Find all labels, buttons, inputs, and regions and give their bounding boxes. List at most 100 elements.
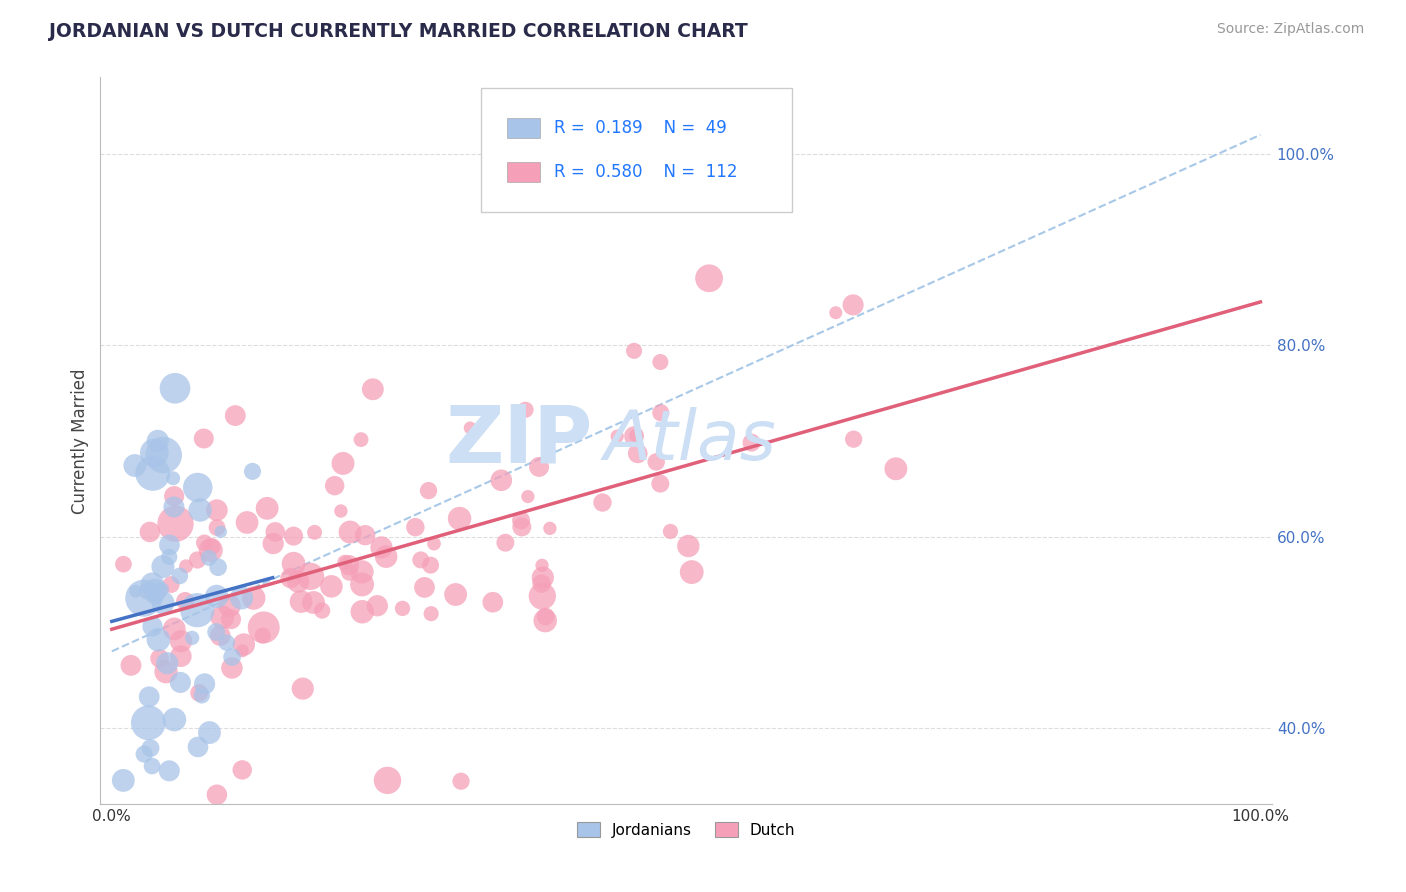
Point — [155, 665, 177, 679]
Point — [163, 713, 186, 727]
Point — [191, 688, 214, 702]
Point — [136, 584, 159, 599]
Point — [156, 657, 179, 671]
Point — [201, 540, 224, 554]
Point — [138, 715, 160, 730]
Point — [842, 298, 865, 312]
Point — [152, 596, 174, 610]
Point — [302, 595, 325, 609]
Point — [174, 559, 197, 574]
Point — [198, 725, 221, 739]
Point — [333, 555, 356, 569]
Point — [169, 675, 191, 690]
FancyBboxPatch shape — [508, 161, 540, 182]
Point — [375, 549, 398, 564]
Point — [531, 558, 554, 573]
Point — [354, 528, 377, 542]
Point — [494, 535, 516, 549]
Point — [264, 524, 287, 539]
Point — [170, 634, 193, 648]
Text: Source: ZipAtlas.com: Source: ZipAtlas.com — [1216, 22, 1364, 37]
Point — [444, 587, 467, 601]
Point — [112, 557, 135, 571]
Point — [148, 632, 170, 647]
Point — [215, 635, 238, 649]
Text: R =  0.580    N =  112: R = 0.580 N = 112 — [554, 163, 737, 181]
Point — [174, 594, 197, 608]
Point — [352, 605, 374, 619]
Point — [339, 524, 361, 539]
Point — [142, 467, 165, 481]
Point — [824, 306, 846, 320]
Point — [291, 681, 314, 696]
Point — [141, 577, 163, 591]
Point — [287, 574, 309, 589]
Point — [193, 536, 215, 550]
Point — [149, 651, 172, 665]
Point — [530, 576, 553, 591]
Point — [361, 382, 384, 396]
Point — [323, 478, 346, 492]
Point — [377, 773, 399, 788]
Point — [211, 610, 233, 624]
Point — [231, 591, 253, 605]
Point — [209, 629, 232, 643]
Point — [534, 609, 557, 624]
Point — [188, 686, 211, 700]
Point — [165, 516, 187, 531]
Point — [332, 457, 354, 471]
Point — [242, 464, 264, 478]
Point — [205, 625, 228, 640]
Point — [231, 644, 253, 658]
Point — [645, 455, 668, 469]
Point — [516, 490, 538, 504]
Point — [391, 601, 413, 615]
Point — [194, 677, 217, 691]
Point — [531, 589, 554, 603]
Point — [205, 520, 228, 534]
Point — [186, 603, 208, 617]
Point — [163, 622, 186, 636]
Point — [231, 763, 253, 777]
Point — [283, 557, 305, 571]
Point — [157, 549, 180, 564]
Point — [242, 591, 264, 605]
Point — [311, 603, 333, 617]
Point — [681, 565, 703, 579]
Point — [124, 584, 146, 599]
Point — [623, 429, 645, 443]
Point — [198, 550, 221, 565]
Point — [418, 483, 440, 498]
Point — [209, 524, 232, 539]
Point — [256, 501, 278, 516]
Text: ZIP: ZIP — [446, 402, 592, 480]
Point — [141, 759, 163, 773]
Point — [170, 649, 193, 664]
Point — [143, 588, 166, 602]
Point — [370, 541, 392, 555]
Point — [232, 638, 254, 652]
Point — [252, 629, 274, 643]
Point — [659, 524, 682, 539]
Point — [221, 661, 243, 675]
Point — [219, 612, 242, 626]
Point — [515, 402, 537, 417]
Point — [207, 560, 229, 574]
Point — [606, 429, 628, 443]
Point — [624, 429, 647, 443]
Point — [527, 459, 550, 474]
Point — [193, 432, 215, 446]
Point — [510, 520, 533, 534]
Point — [491, 473, 513, 487]
Point — [159, 538, 181, 552]
Y-axis label: Currently Married: Currently Married — [72, 368, 89, 514]
Point — [132, 591, 155, 606]
Point — [163, 381, 186, 395]
Point — [139, 741, 162, 756]
Point — [650, 406, 672, 420]
Point — [139, 524, 162, 539]
Point — [163, 489, 186, 503]
Point — [120, 658, 142, 673]
Point — [290, 594, 312, 608]
Point — [205, 590, 228, 604]
